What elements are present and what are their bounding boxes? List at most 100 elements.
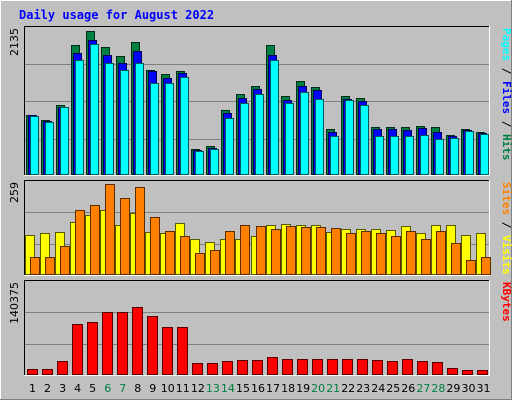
x-tick-label-day-17: 17: [266, 382, 280, 395]
legend-entry: /: [500, 114, 512, 134]
bar-pages-day-30: [465, 131, 474, 175]
x-tick-label-day-9: 9: [149, 382, 156, 395]
bar-sites-day-10: [165, 231, 175, 275]
bar-kbytes-day-22: [342, 359, 353, 375]
bar-kbytes-day-9: [147, 316, 158, 375]
x-tick-label-day-29: 29: [446, 382, 460, 395]
bar-pages-day-21: [330, 136, 339, 175]
legend-hits-files-pages: Pages / Files / Hits: [500, 28, 512, 161]
legend-kbytes: KBytes: [500, 282, 512, 322]
x-tick-label-day-25: 25: [386, 382, 400, 395]
legend-entry: Pages: [500, 28, 512, 61]
bar-sites-day-4: [75, 210, 85, 275]
x-tick-label-day-10: 10: [161, 382, 175, 395]
x-tick-label-day-23: 23: [356, 382, 370, 395]
bar-pages-day-19: [300, 92, 309, 175]
bar-sites-day-18: [286, 226, 296, 275]
bar-sites-day-1: [30, 257, 40, 275]
bar-pages-day-26: [405, 136, 414, 175]
x-tick-label-day-19: 19: [296, 382, 310, 395]
bar-sites-day-22: [346, 233, 356, 275]
legend-entry: Visits: [500, 235, 512, 275]
x-tick-label-day-30: 30: [462, 382, 476, 395]
bar-sites-day-11: [180, 236, 190, 275]
bar-kbytes-day-18: [282, 359, 293, 375]
x-tick-label-day-4: 4: [74, 382, 81, 395]
bar-pages-day-6: [105, 63, 114, 175]
x-tick-label-day-1: 1: [29, 382, 36, 395]
x-tick-label-day-26: 26: [401, 382, 415, 395]
panel-kbytes: 140375 KBytes: [8, 280, 512, 376]
bar-pages-day-12: [195, 151, 204, 175]
x-tick-label-day-14: 14: [221, 382, 235, 395]
bar-sites-day-19: [301, 227, 311, 275]
x-tick-label-day-18: 18: [281, 382, 295, 395]
bar-sites-day-23: [361, 231, 371, 275]
bar-sites-day-25: [391, 236, 401, 275]
x-tick-label-day-6: 6: [104, 382, 111, 395]
x-tick-label-day-24: 24: [371, 382, 385, 395]
bar-pages-day-27: [420, 135, 429, 175]
x-tick-label-day-12: 12: [191, 382, 205, 395]
bar-sites-day-2: [45, 257, 55, 275]
bar-kbytes-day-14: [222, 361, 233, 375]
bar-kbytes-day-12: [192, 363, 203, 375]
bar-kbytes-day-7: [117, 312, 128, 375]
bar-kbytes-day-3: [57, 361, 68, 375]
bar-kbytes-day-26: [402, 359, 413, 375]
bar-kbytes-day-13: [207, 363, 218, 375]
legend-entry: Files: [500, 81, 512, 114]
bar-sites-day-13: [210, 250, 220, 275]
bar-pages-day-5: [90, 44, 99, 175]
bar-sites-day-14: [225, 231, 235, 275]
x-tick-label-day-27: 27: [416, 382, 430, 395]
bar-sites-day-12: [195, 253, 205, 275]
bar-sites-day-15: [240, 225, 250, 275]
bar-sites-day-30: [466, 260, 476, 275]
bar-kbytes-day-2: [42, 369, 53, 375]
x-tick-label-day-2: 2: [44, 382, 51, 395]
bar-pages-day-8: [135, 63, 144, 175]
bar-pages-day-10: [165, 83, 174, 175]
bar-sites-day-16: [256, 226, 266, 275]
bar-pages-day-18: [285, 103, 294, 175]
bar-sites-day-5: [90, 205, 100, 275]
bar-pages-day-31: [480, 134, 489, 175]
legend-entry: /: [500, 215, 512, 235]
x-tick-label-day-15: 15: [236, 382, 250, 395]
legend-entry: Sites: [500, 182, 512, 215]
bar-pages-day-4: [75, 60, 84, 175]
bar-kbytes-day-30: [462, 370, 473, 375]
bar-sites-day-24: [376, 233, 386, 275]
bar-sites-day-28: [436, 231, 446, 275]
x-tick-label-day-21: 21: [326, 382, 340, 395]
bar-pages-day-28: [435, 139, 444, 175]
bar-kbytes-day-15: [237, 360, 248, 375]
bar-kbytes-day-8: [132, 307, 143, 375]
legend-entry: Hits: [500, 134, 512, 161]
bar-pages-day-29: [450, 138, 459, 175]
bar-sites-day-21: [331, 228, 341, 275]
x-tick-label-day-22: 22: [341, 382, 355, 395]
legend-entry: KBytes: [500, 282, 512, 322]
bar-pages-day-25: [390, 136, 399, 175]
x-tick-label-day-3: 3: [59, 382, 66, 395]
y-axis-max-label: 2135: [8, 28, 21, 56]
bar-sites-day-8: [135, 187, 145, 275]
bar-sites-day-3: [60, 246, 70, 275]
bar-pages-day-9: [150, 83, 159, 175]
bar-pages-day-17: [270, 60, 279, 175]
bar-pages-day-24: [375, 136, 384, 175]
bar-kbytes-day-6: [102, 312, 113, 375]
x-axis-day-labels: 1 2 3 4 5 6 7 8 9 10 11 12 13 14 15 16 17 18 19 20 21 22 23 24 2…: [29, 382, 491, 395]
bar-kbytes-day-23: [357, 359, 368, 375]
chart-panels: 2135 Pages / Files / Hits 259 Sites / Visit…: [8, 26, 512, 376]
bar-pages-day-23: [360, 105, 369, 175]
x-tick-label-day-20: 20: [311, 382, 325, 395]
bar-kbytes-day-31: [477, 370, 488, 375]
panel-hits-files-pages: 2135 Pages / Files / Hits: [8, 26, 512, 176]
bar-kbytes-day-29: [447, 368, 458, 375]
x-tick-label-day-13: 13: [206, 382, 220, 395]
bar-sites-day-17: [271, 229, 281, 275]
